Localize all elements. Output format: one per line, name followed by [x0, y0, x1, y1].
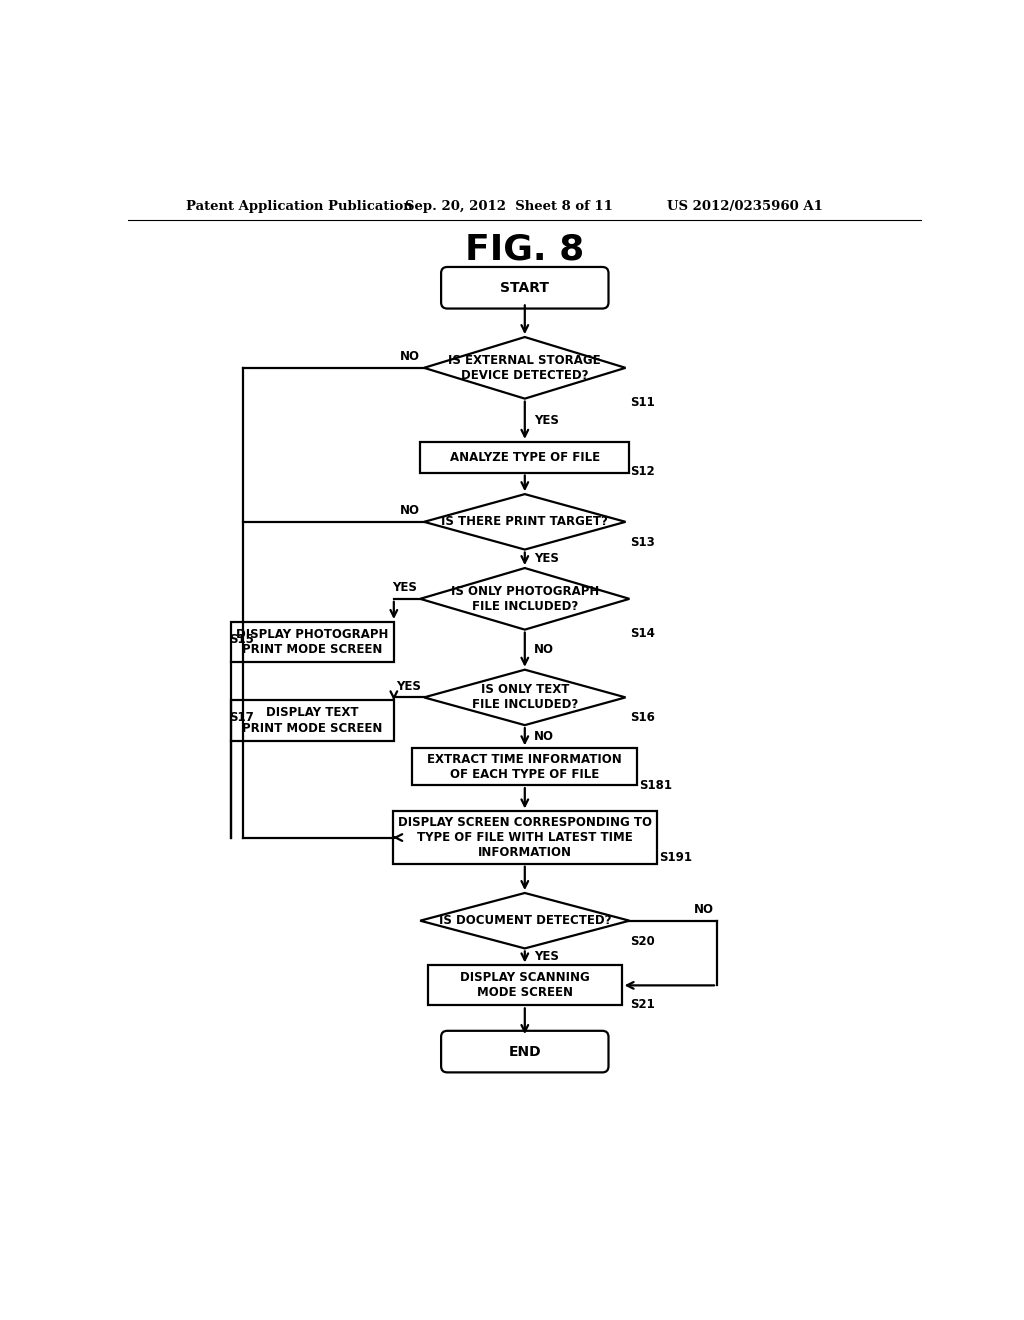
Text: S20: S20: [630, 935, 655, 948]
Text: NO: NO: [399, 350, 420, 363]
Text: DISPLAY SCREEN CORRESPONDING TO
TYPE OF FILE WITH LATEST TIME
INFORMATION: DISPLAY SCREEN CORRESPONDING TO TYPE OF …: [397, 816, 652, 859]
Bar: [428, 965, 622, 1006]
Bar: [231, 701, 394, 741]
Bar: [420, 442, 630, 473]
Text: S16: S16: [630, 711, 655, 725]
Text: Patent Application Publication: Patent Application Publication: [186, 199, 413, 213]
Text: S191: S191: [658, 851, 692, 865]
Text: YES: YES: [392, 581, 417, 594]
Text: US 2012/0235960 A1: US 2012/0235960 A1: [667, 199, 822, 213]
Bar: [413, 748, 637, 785]
Text: END: END: [509, 1044, 541, 1059]
Text: S13: S13: [630, 536, 655, 549]
Polygon shape: [424, 337, 626, 399]
Text: IS ONLY PHOTOGRAPH
FILE INCLUDED?: IS ONLY PHOTOGRAPH FILE INCLUDED?: [451, 585, 599, 612]
Text: ANALYZE TYPE OF FILE: ANALYZE TYPE OF FILE: [450, 450, 600, 463]
Text: NO: NO: [535, 643, 554, 656]
Text: DISPLAY PHOTOGRAPH
PRINT MODE SCREEN: DISPLAY PHOTOGRAPH PRINT MODE SCREEN: [237, 628, 389, 656]
Text: NO: NO: [694, 903, 714, 916]
Text: IS DOCUMENT DETECTED?: IS DOCUMENT DETECTED?: [438, 915, 611, 927]
FancyBboxPatch shape: [441, 267, 608, 309]
Text: YES: YES: [535, 552, 559, 565]
Text: IS EXTERNAL STORAGE
DEVICE DETECTED?: IS EXTERNAL STORAGE DEVICE DETECTED?: [449, 354, 601, 381]
Text: NO: NO: [399, 504, 420, 517]
Polygon shape: [424, 494, 626, 549]
Text: YES: YES: [535, 413, 559, 426]
Text: IS ONLY TEXT
FILE INCLUDED?: IS ONLY TEXT FILE INCLUDED?: [472, 684, 578, 711]
Polygon shape: [424, 669, 626, 725]
Text: IS THERE PRINT TARGET?: IS THERE PRINT TARGET?: [441, 515, 608, 528]
Polygon shape: [420, 892, 630, 948]
Text: NO: NO: [535, 730, 554, 743]
Text: DISPLAY TEXT
PRINT MODE SCREEN: DISPLAY TEXT PRINT MODE SCREEN: [243, 706, 383, 734]
Bar: [231, 622, 394, 663]
Text: YES: YES: [396, 680, 421, 693]
Text: S181: S181: [640, 779, 673, 792]
Text: S17: S17: [228, 711, 254, 725]
Text: S21: S21: [630, 998, 655, 1011]
Text: FIG. 8: FIG. 8: [465, 232, 585, 267]
Text: DISPLAY SCANNING
MODE SCREEN: DISPLAY SCANNING MODE SCREEN: [460, 972, 590, 999]
Bar: [393, 812, 656, 863]
Polygon shape: [420, 568, 630, 630]
FancyBboxPatch shape: [441, 1031, 608, 1072]
Text: START: START: [501, 281, 549, 294]
Text: S14: S14: [630, 627, 655, 640]
Text: S15: S15: [228, 632, 254, 645]
Text: EXTRACT TIME INFORMATION
OF EACH TYPE OF FILE: EXTRACT TIME INFORMATION OF EACH TYPE OF…: [427, 752, 623, 780]
Text: YES: YES: [535, 950, 559, 964]
Text: S12: S12: [630, 465, 655, 478]
Text: S11: S11: [630, 396, 655, 409]
Text: Sep. 20, 2012  Sheet 8 of 11: Sep. 20, 2012 Sheet 8 of 11: [406, 199, 613, 213]
